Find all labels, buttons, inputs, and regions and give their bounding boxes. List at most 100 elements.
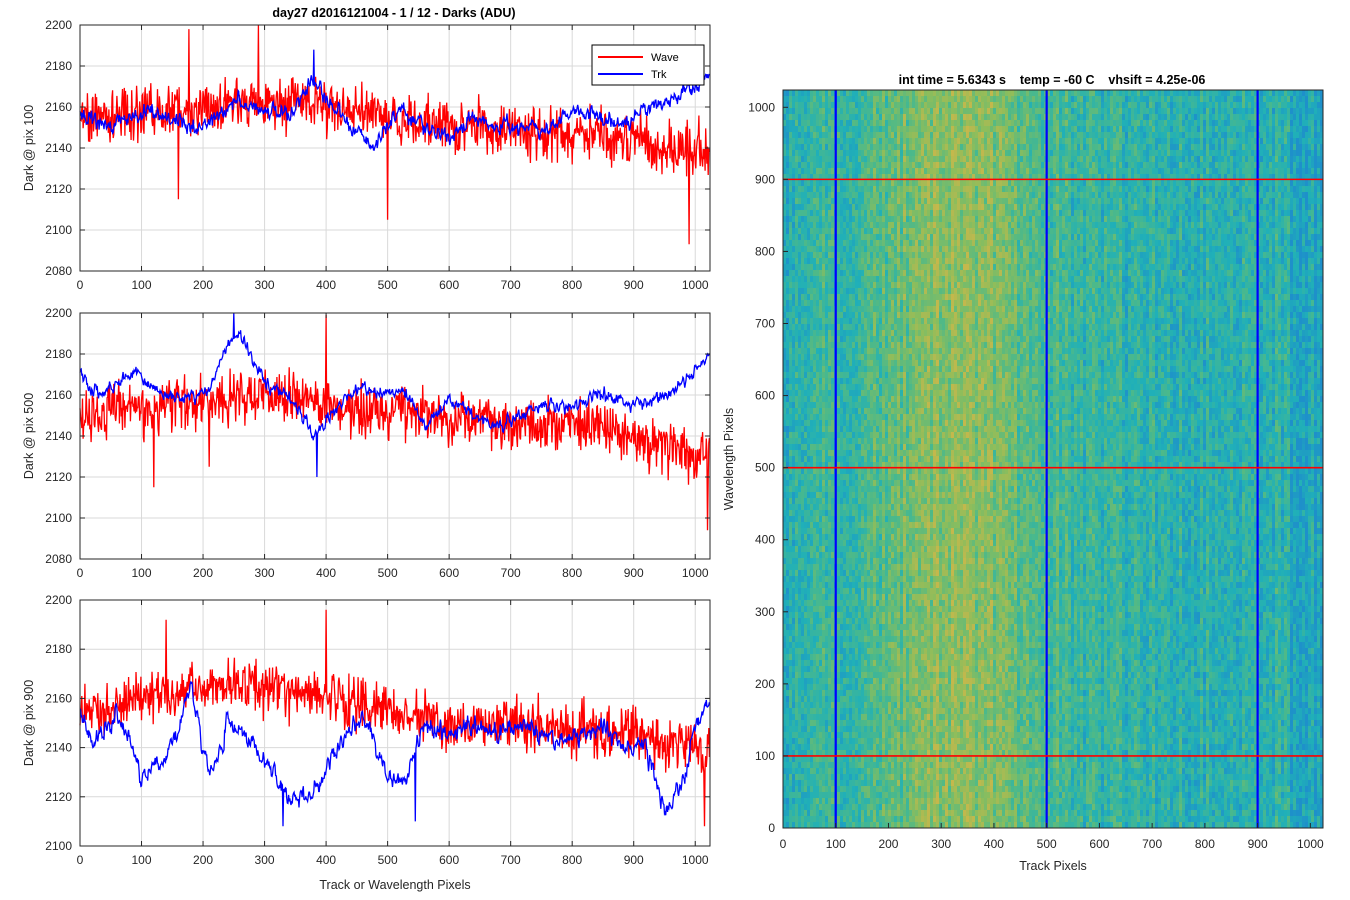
heatmap-cell <box>828 480 831 486</box>
heatmap-cell <box>801 396 804 402</box>
heatmap-cell <box>783 588 786 594</box>
heatmap-cell <box>870 684 873 690</box>
heatmap-cell <box>783 288 786 294</box>
heatmap-cell <box>870 456 873 462</box>
heatmap-cell <box>792 444 795 450</box>
heatmap-cell <box>855 588 858 594</box>
heatmap-cell <box>819 504 822 510</box>
heatmap-cell <box>807 438 810 444</box>
heatmap-cell <box>858 744 861 750</box>
heatmap-cell <box>819 798 822 804</box>
heatmap-cell <box>843 444 846 450</box>
heatmap-cell <box>897 456 900 462</box>
heatmap-cell <box>804 90 807 96</box>
heatmap-cell <box>819 312 822 318</box>
heatmap-cell <box>828 570 831 576</box>
heatmap-cell <box>810 666 813 672</box>
heatmap-cell <box>882 222 885 228</box>
heatmap-cell <box>822 168 825 174</box>
heatmap-cell <box>894 798 897 804</box>
heatmap-cell <box>840 102 843 108</box>
heatmap-cell <box>840 336 843 342</box>
heatmap-cell <box>792 156 795 162</box>
heatmap-cell <box>798 816 801 822</box>
heatmap-cell <box>885 516 888 522</box>
heatmap-cell <box>810 438 813 444</box>
heatmap-cell <box>870 696 873 702</box>
heatmap-cell <box>795 312 798 318</box>
heatmap-cell <box>855 648 858 654</box>
heatmap-cell <box>879 336 882 342</box>
heatmap-cell <box>894 204 897 210</box>
heatmap-cell <box>810 240 813 246</box>
heatmap-cell <box>882 264 885 270</box>
heatmap-cell <box>885 660 888 666</box>
heatmap-cell <box>897 180 900 186</box>
heatmap-cell <box>888 468 891 474</box>
heatmap-cell <box>888 624 891 630</box>
heatmap-cell <box>846 216 849 222</box>
heatmap-cell <box>858 540 861 546</box>
heatmap-cell <box>813 246 816 252</box>
heatmap-cell <box>837 348 840 354</box>
heatmap-cell <box>786 336 789 342</box>
heatmap-cell <box>873 348 876 354</box>
heatmap-cell <box>876 378 879 384</box>
heatmap-cell <box>807 444 810 450</box>
heatmap-cell <box>852 234 855 240</box>
heatmap-cell <box>792 654 795 660</box>
heatmap-cell <box>858 102 861 108</box>
heatmap-cell <box>846 618 849 624</box>
heatmap-cell <box>849 246 852 252</box>
heatmap-cell <box>843 342 846 348</box>
heatmap-cell <box>789 378 792 384</box>
heatmap-cell <box>843 648 846 654</box>
heatmap-cell <box>783 822 786 828</box>
heatmap-cell <box>837 474 840 480</box>
heatmap-cell <box>855 780 858 786</box>
heatmap-cell <box>825 498 828 504</box>
heatmap-cell <box>783 516 786 522</box>
heatmap-cell <box>789 456 792 462</box>
heatmap-cell <box>858 366 861 372</box>
heatmap-cell <box>888 540 891 546</box>
heatmap-cell <box>828 546 831 552</box>
heatmap-cell <box>843 534 846 540</box>
heatmap-cell <box>858 318 861 324</box>
heatmap-cell <box>885 642 888 648</box>
heatmap-cell <box>783 726 786 732</box>
heatmap-cell <box>897 492 900 498</box>
heatmap-cell <box>807 588 810 594</box>
heatmap-cell <box>798 468 801 474</box>
heatmap-cell <box>873 732 876 738</box>
heatmap-cell <box>831 756 834 762</box>
heatmap-cell <box>792 120 795 126</box>
heatmap-cell <box>837 330 840 336</box>
heatmap-cell <box>888 492 891 498</box>
heatmap-cell <box>813 336 816 342</box>
heatmap-cell <box>891 498 894 504</box>
heatmap-cell <box>825 552 828 558</box>
heatmap-cell <box>864 204 867 210</box>
heatmap-cell <box>855 432 858 438</box>
heatmap-cell <box>858 408 861 414</box>
heatmap-cell <box>876 282 879 288</box>
heatmap-cell <box>792 384 795 390</box>
heatmap-cell <box>861 264 864 270</box>
heatmap-cell <box>867 552 870 558</box>
heatmap-cell <box>879 810 882 816</box>
heatmap-cell <box>885 492 888 498</box>
heatmap-cell <box>861 324 864 330</box>
heatmap-cell <box>888 198 891 204</box>
heatmap-cell <box>861 342 864 348</box>
heatmap-cell <box>876 120 879 126</box>
heatmap-cell <box>852 546 855 552</box>
heatmap-cell <box>894 804 897 810</box>
heatmap-cell <box>873 108 876 114</box>
heatmap-cell <box>804 636 807 642</box>
heatmap-cell <box>870 708 873 714</box>
heatmap-cell <box>798 534 801 540</box>
heatmap-cell <box>879 798 882 804</box>
heatmap-cell <box>816 588 819 594</box>
heatmap-cell <box>870 228 873 234</box>
